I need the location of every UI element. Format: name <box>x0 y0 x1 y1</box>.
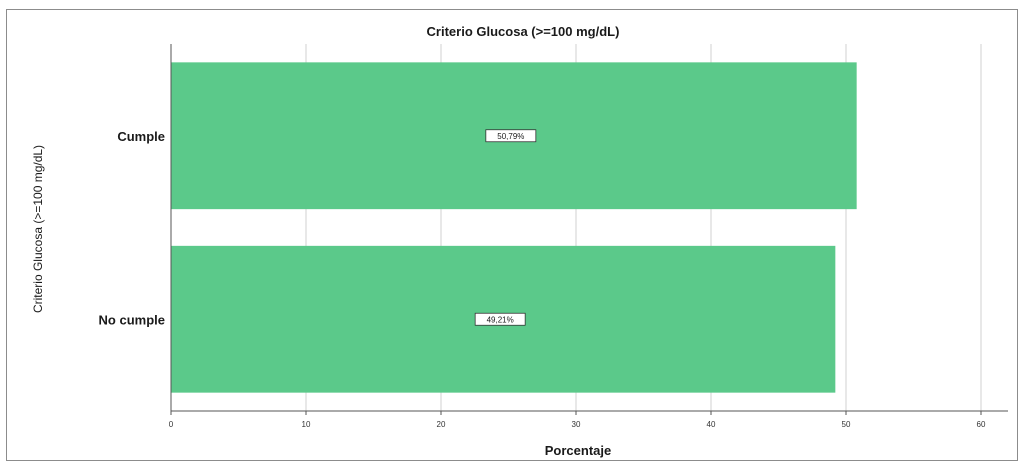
x-tick-label: 0 <box>169 420 174 429</box>
category-label: Cumple <box>117 129 165 144</box>
data-label-box <box>474 312 526 326</box>
y-axis-label: Criterio Glucosa (>=100 mg/dL) <box>31 145 45 313</box>
bars: Cumple 50,79% No cumple 49,21% <box>99 62 857 393</box>
chart-title: Criterio Glucosa (>=100 mg/dL) <box>427 24 620 39</box>
x-tick-label: 40 <box>707 420 716 429</box>
x-tick-label: 60 <box>977 420 986 429</box>
x-tick-label: 50 <box>842 420 851 429</box>
x-tick-label: 20 <box>437 420 446 429</box>
data-label: 49,21% <box>487 315 514 324</box>
axes: 0 10 20 30 40 50 60 <box>169 44 1008 429</box>
x-tick-label: 30 <box>572 420 581 429</box>
x-tick-label: 10 <box>302 420 311 429</box>
data-label-box <box>485 129 537 143</box>
data-label: 50,79% <box>497 132 524 141</box>
x-axis-label: Porcentaje <box>545 443 611 458</box>
category-label: No cumple <box>99 312 165 327</box>
